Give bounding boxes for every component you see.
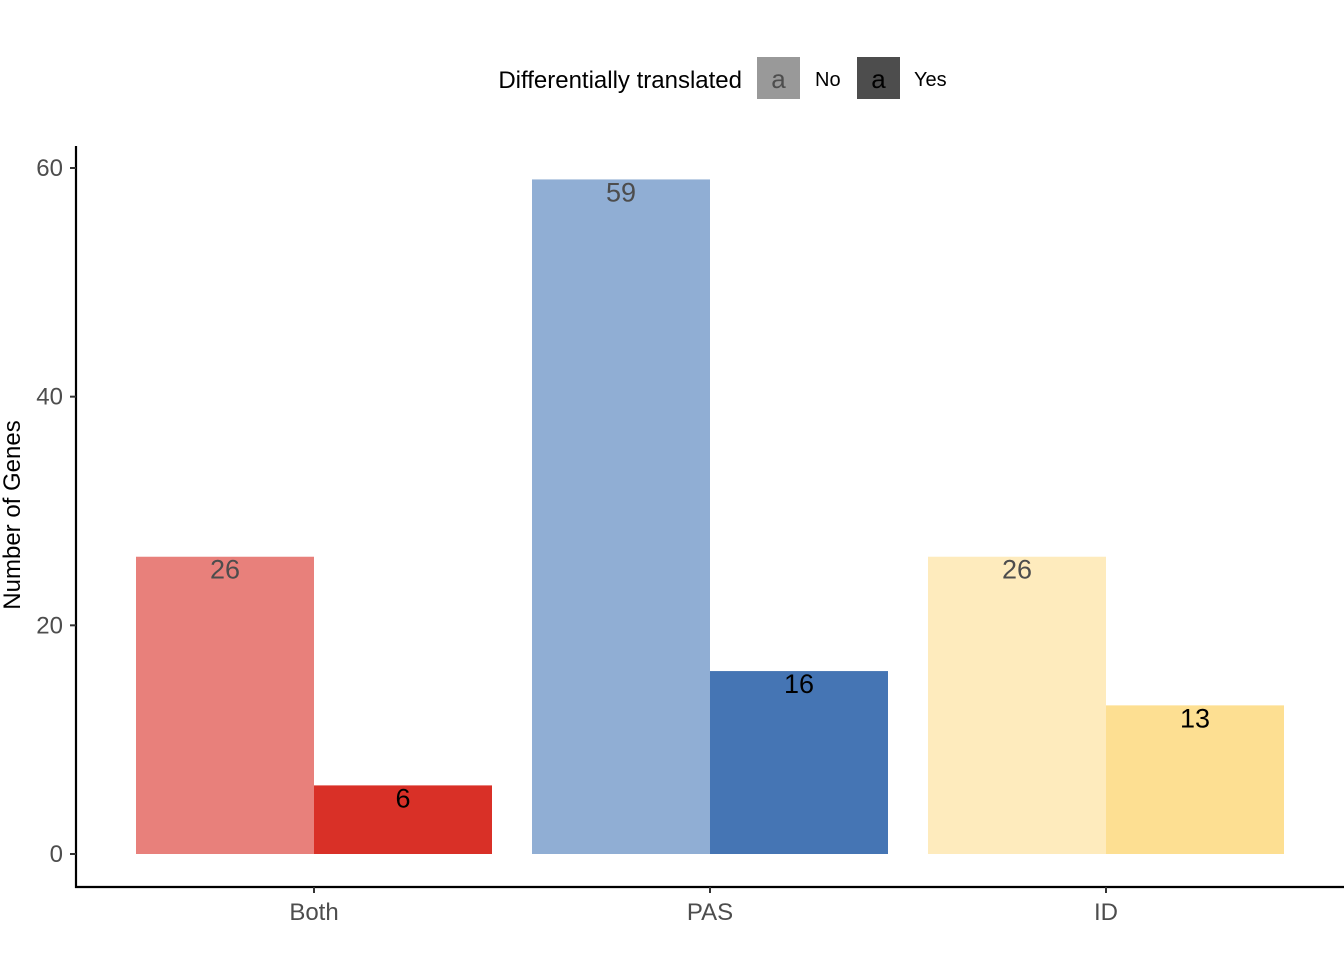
legend-label-no: No [815,69,841,91]
bar-label: 16 [784,669,814,699]
legend-title: Differentially translated [498,67,742,94]
legend-key-yes [857,57,900,99]
bar-label: 13 [1180,703,1210,733]
legend-key-glyph: a [871,64,886,94]
bar-label: 26 [1002,555,1032,585]
y-tick-label: 20 [36,612,63,639]
bar-pas-no [532,179,710,854]
legend-label-yes: Yes [914,69,947,91]
x-tick-label: PAS [687,899,733,926]
legend: Differentially translated a No a Yes [498,57,947,99]
y-axis-title: Number of Genes [0,420,26,609]
y-tick-label: 0 [50,841,63,868]
x-tick-label: ID [1094,899,1118,926]
y-tick-label: 60 [36,155,63,182]
bar-labels: 26 59 26 6 16 13 [210,177,1210,813]
bar-id-no [928,556,1106,854]
bar-label: 59 [606,177,636,207]
bar-label: 6 [395,783,410,813]
legend-key-glyph: a [771,64,786,94]
bar-label: 26 [210,555,240,585]
y-tick-label: 40 [36,384,63,411]
y-axis: 0 20 40 60 Number of Genes [0,146,78,888]
bars [136,179,1284,854]
x-axis: Both PAS ID [75,885,1344,926]
bar-id-yes [1106,705,1284,854]
bar-both-yes [314,785,492,854]
x-tick-label: Both [289,899,338,926]
bar-pas-yes [710,671,888,854]
bar-both-no [136,556,314,854]
legend-key-no [757,57,800,99]
